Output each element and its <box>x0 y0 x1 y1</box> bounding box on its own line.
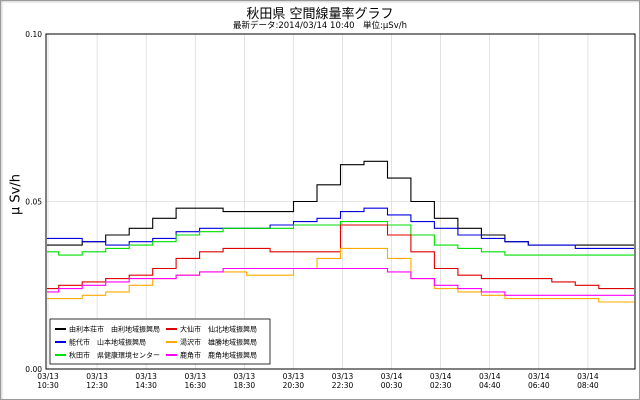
x-tick-date: 03/14 <box>381 372 403 381</box>
x-tick-time: 18:30 <box>234 381 256 390</box>
x-tick-date: 03/13 <box>37 372 59 381</box>
x-tick-date: 03/14 <box>528 372 550 381</box>
x-tick-time: 20:30 <box>283 381 305 390</box>
legend-label: 湯沢市 雄勝地域振興局 <box>180 338 257 347</box>
x-tick-time: 16:30 <box>184 381 206 390</box>
legend-label: 鹿角市 鹿角地域振興局 <box>180 351 257 360</box>
series-line <box>47 247 634 303</box>
legend-label: 秋田市 県健康環境センター <box>69 351 160 360</box>
y-tick-label: 0.10 <box>25 30 42 39</box>
chart-subtitle: 最新データ:2014/03/14 10:40 単位:μSv/h <box>232 21 407 31</box>
series-line <box>47 267 634 296</box>
chart-title: 秋田県 空間線量率グラフ <box>246 7 394 22</box>
x-tick-time: 12:30 <box>86 381 108 390</box>
x-tick-time: 22:30 <box>332 381 354 390</box>
legend-label: 大仙市 仙北地域振興局 <box>180 325 257 334</box>
grid <box>46 34 635 369</box>
legend-label: 能代市 山本地域振興局 <box>69 338 146 347</box>
x-tick-time: 04:40 <box>479 381 501 390</box>
x-tick-time: 08:40 <box>577 381 599 390</box>
y-ticks: 0.00 0.05 0.10 <box>25 30 42 374</box>
x-tick-time: 06:40 <box>528 381 550 390</box>
x-tick-date: 03/13 <box>234 372 256 381</box>
x-tick-date: 03/13 <box>283 372 305 381</box>
x-tick-time: 10:30 <box>37 381 59 390</box>
y-tick-label: 0.00 <box>25 365 42 374</box>
legend-label: 由利本荘市 由利地域振興局 <box>69 325 160 334</box>
x-tick-date: 03/14 <box>479 372 501 381</box>
x-tick-date: 03/14 <box>430 372 452 381</box>
x-tick-date: 03/13 <box>184 372 206 381</box>
x-ticks: 03/1310:3003/1312:3003/1314:3003/1316:30… <box>37 372 599 390</box>
legend-box <box>49 318 271 365</box>
series-lines <box>47 160 634 303</box>
x-tick-date: 03/13 <box>86 372 108 381</box>
plot-area-border <box>45 33 636 370</box>
y-tick-label: 0.05 <box>25 198 42 207</box>
series-line <box>47 221 634 256</box>
x-tick-date: 03/14 <box>577 372 599 381</box>
series-line <box>47 207 634 249</box>
x-tick-time: 02:30 <box>430 381 452 390</box>
x-tick-date: 03/13 <box>135 372 157 381</box>
x-tick-date: 03/13 <box>332 372 354 381</box>
x-tick-time: 00:30 <box>381 381 403 390</box>
x-tick-time: 14:30 <box>135 381 157 390</box>
